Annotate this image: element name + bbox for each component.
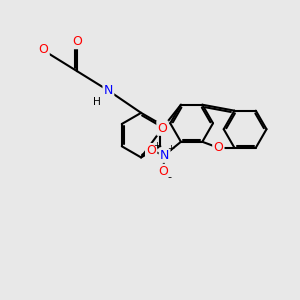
Text: O: O xyxy=(39,43,49,56)
Text: +: + xyxy=(167,144,175,153)
Text: O: O xyxy=(213,141,223,154)
Text: O: O xyxy=(72,35,82,48)
Text: O: O xyxy=(146,144,156,157)
Text: N: N xyxy=(160,149,169,162)
Text: O: O xyxy=(158,122,167,135)
Text: N: N xyxy=(104,84,113,97)
Text: -: - xyxy=(167,172,171,182)
Text: +: + xyxy=(153,141,160,150)
Text: H: H xyxy=(93,97,101,107)
Text: O: O xyxy=(158,165,168,178)
